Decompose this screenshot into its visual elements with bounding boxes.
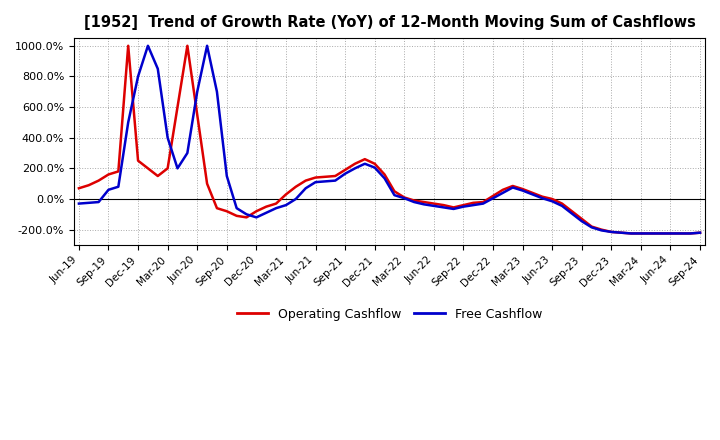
Title: [1952]  Trend of Growth Rate (YoY) of 12-Month Moving Sum of Cashflows: [1952] Trend of Growth Rate (YoY) of 12-… xyxy=(84,15,696,30)
Legend: Operating Cashflow, Free Cashflow: Operating Cashflow, Free Cashflow xyxy=(232,303,547,326)
